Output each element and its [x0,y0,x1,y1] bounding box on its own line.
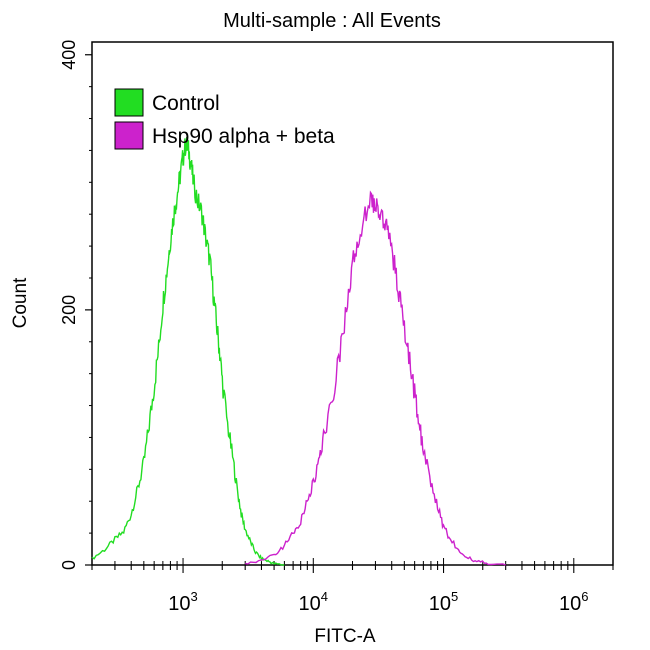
series-layer [91,137,506,566]
y-tick-label: 400 [59,40,79,70]
legend-swatch-2 [114,121,144,150]
legend-swatch-1 [114,88,144,117]
x-tick-label: 105 [429,589,458,615]
legend-label-2: Hsp90 alpha + beta [152,125,335,148]
y-tick-label: 0 [59,560,79,570]
x-tick-label: 104 [299,589,328,615]
x-axis: 103 104 105 106 [91,558,614,615]
y-tick-label: 200 [59,295,79,325]
y-axis-label: Count [10,277,31,328]
x-axis-label: FITC-A [314,626,376,647]
legend: Control Hsp90 alpha + beta [114,88,335,150]
legend-label-1: Control [152,92,220,115]
y-axis: 0 200 400 [59,40,92,570]
plot-frame [91,41,614,566]
series-line-1 [91,137,285,566]
chart-title: Multi-sample : All Events [223,10,441,32]
x-tick-label: 103 [168,589,197,615]
x-tick-label: 106 [559,589,588,615]
series-line-2 [245,190,506,566]
